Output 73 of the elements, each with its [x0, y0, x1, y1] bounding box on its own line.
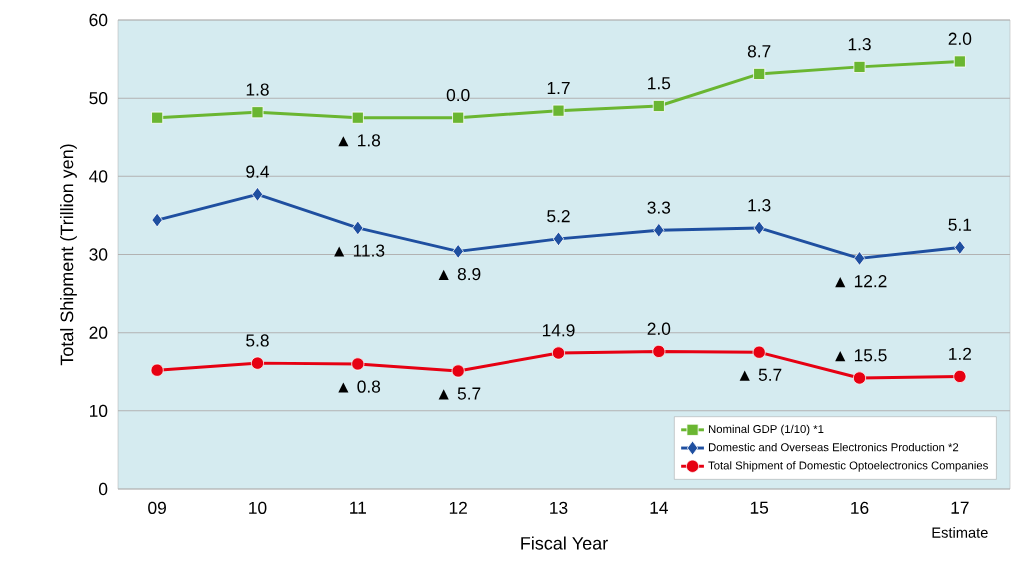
point	[151, 111, 164, 124]
point	[151, 212, 163, 228]
point	[552, 231, 565, 247]
x-tick-label: 10	[249, 501, 267, 514]
x-tick-label: 09	[148, 501, 166, 514]
annotation: 1.2	[949, 347, 972, 360]
y-tick-label: 40	[89, 170, 108, 183]
annotation: 1.3	[748, 199, 771, 212]
annotation: ▲ 12.2	[835, 275, 887, 288]
y-tick-label: 30	[89, 248, 108, 261]
annotation: ▲ 8.9	[438, 267, 481, 281]
annotation: 5.8	[246, 334, 269, 347]
annotation: ▲ 15.5	[835, 349, 887, 362]
point	[652, 99, 665, 112]
annotation: 1.3	[848, 38, 871, 51]
point	[251, 186, 264, 202]
annotation: 2.0	[948, 32, 972, 45]
annotation: 8.7	[747, 45, 771, 58]
annotation: 9.4	[246, 165, 270, 178]
point	[853, 251, 866, 266]
y-tick-label: 60	[89, 13, 108, 27]
text: Estimate	[932, 527, 988, 538]
point	[352, 220, 364, 236]
annotation: 1.7	[547, 82, 570, 94]
point	[753, 67, 766, 80]
point	[251, 106, 264, 119]
y-tick-label: 0	[98, 482, 108, 496]
x-tick-label: 12	[449, 501, 467, 514]
y-axis-title: Total Shipment (Trillion yen)	[60, 144, 77, 366]
x-tick-label: 16	[851, 501, 869, 514]
annotation: 1.5	[648, 77, 671, 90]
annotation: ▲ 5.7	[438, 387, 481, 400]
x-tick-label: 14	[650, 501, 668, 514]
annotation: ▲ 5.7	[739, 368, 782, 381]
legend-label: Domestic and Overseas Electronics Production *2	[708, 442, 959, 452]
x-tick-label: 17	[951, 501, 969, 514]
annotation: 3.3	[647, 201, 671, 214]
point	[452, 111, 465, 124]
point	[752, 345, 766, 359]
point	[452, 244, 464, 259]
point	[552, 104, 565, 117]
legend-label: Total Shipment of Domestic Optoelectronics Companies	[708, 461, 988, 472]
point	[954, 240, 966, 255]
annotation: ▲ 11.3	[334, 244, 385, 257]
annotation: ▲ 0.8	[338, 380, 381, 393]
point	[351, 357, 365, 371]
annotation: 1.8	[246, 83, 269, 96]
point	[852, 371, 867, 385]
point	[853, 60, 866, 73]
point	[652, 344, 666, 358]
x-tick-label: 15	[750, 501, 769, 514]
annotation: 14.9	[542, 324, 575, 337]
point	[551, 346, 566, 360]
x-tick-label: 11	[350, 501, 366, 514]
point	[250, 356, 265, 370]
point	[150, 363, 164, 377]
legend-label: Nominal GDP (1/10) *1	[708, 424, 824, 436]
point	[753, 220, 765, 236]
y-tick-label: 20	[89, 326, 108, 339]
annotation: 5.1	[948, 218, 972, 231]
annotation: 5.2	[547, 210, 570, 223]
annotation: ▲ 1.8	[338, 134, 381, 147]
point	[351, 111, 364, 124]
x-tick-label: 13	[550, 501, 568, 514]
point	[653, 222, 665, 238]
annotation: 2.0	[647, 322, 671, 335]
point	[451, 364, 465, 378]
point	[953, 55, 966, 68]
x-axis-title: Fiscal Year	[521, 536, 608, 550]
y-tick-label: 50	[89, 92, 108, 105]
annotation: 0.0	[446, 88, 470, 102]
point	[953, 369, 967, 383]
y-tick-label: 10	[90, 404, 108, 417]
